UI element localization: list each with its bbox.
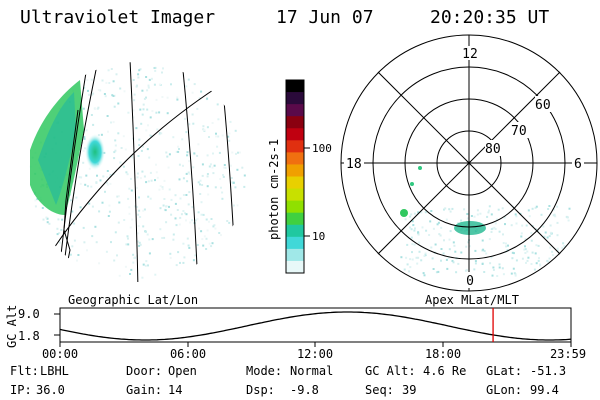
emission-spot (85, 134, 105, 170)
altitude-curve (59, 311, 572, 341)
mlt-label-0: 0 (466, 274, 474, 289)
colorbar-swatch (286, 260, 304, 274)
info-gain-key: Gain: (126, 383, 163, 397)
colorbar-swatch (286, 176, 304, 190)
altitude-plot: 9.0 1.8 GC Alt 00:00 06:00 12:00 18:00 2… (5, 305, 586, 361)
colorbar-tick-100: 100 (312, 142, 332, 155)
info-flt-key: Flt: (10, 364, 39, 378)
time-label: 20:20:35 UT (430, 7, 550, 28)
colorbar-swatch (286, 188, 304, 202)
alt-xtick-0600: 06:00 (170, 347, 206, 361)
apex-emission-speckle (400, 205, 571, 277)
alt-xtick-2359: 23:59 (550, 347, 586, 361)
lat-label-80: 80 (485, 142, 501, 157)
info-glon-key: GLon: (486, 383, 523, 397)
colorbar-swatch (286, 212, 304, 226)
info-seq-value: 39 (402, 383, 417, 397)
colorbar-swatch (286, 236, 304, 250)
colorbar-swatch (286, 152, 304, 165)
info-gain-value: 14 (168, 383, 183, 397)
apex-panel-label: Apex MLat/MLT (425, 293, 519, 307)
colorbar-swatch (286, 200, 304, 214)
info-door-value: Open (168, 364, 197, 378)
geo-panel-label: Geographic Lat/Lon (68, 293, 198, 307)
info-glat-key: GLat: (486, 364, 523, 378)
info-gcalt-key: GC Alt: (365, 364, 416, 378)
mlt-label-12: 12 (462, 47, 478, 62)
apex-spot-2 (410, 182, 414, 186)
alt-xtick-1200: 12:00 (297, 347, 333, 361)
info-door-key: Door: (126, 364, 163, 378)
date-label: 17 Jun 07 (276, 7, 374, 28)
lat-label-60: 60 (535, 98, 551, 113)
alt-ytick-1.8: 1.8 (18, 329, 40, 343)
colorbar-swatch (286, 140, 304, 153)
colorbar-swatch (286, 80, 304, 93)
colorbar: 100 10 photon cm-2s-1 (267, 79, 332, 274)
info-seq-key: Seq: (365, 383, 394, 397)
alt-ytick-9: 9.0 (18, 307, 40, 321)
apex-emission-spot (454, 221, 486, 235)
colorbar-tick-10: 10 (312, 230, 325, 243)
info-dsp-value: -9.8 (290, 383, 319, 397)
lat-label-70: 70 (511, 124, 527, 139)
auroral-band-inner (38, 92, 76, 205)
info-ip-value: 36.0 (36, 383, 65, 397)
app-title: Ultraviolet Imager (20, 7, 216, 28)
colorbar-swatch (286, 224, 304, 238)
info-glat-value: -51.3 (530, 364, 567, 378)
info-gcalt-value: 4.6 Re (423, 364, 467, 378)
info-dsp-key: Dsp: (246, 383, 275, 397)
alt-ylabel: GC Alt (5, 305, 19, 348)
info-glon-value: 99.4 (530, 383, 559, 397)
mlt-label-6: 6 (574, 157, 582, 172)
colorbar-swatch (286, 248, 304, 262)
info-flt-value: LBHL (40, 364, 69, 378)
apex-spot-3 (418, 166, 422, 170)
colorbar-label: photon cm-2s-1 (267, 139, 281, 240)
geographic-map (27, 62, 247, 282)
colorbar-swatch (286, 116, 304, 129)
colorbar-swatch (286, 92, 304, 105)
info-mode-key: Mode: (246, 364, 283, 378)
apex-polar-plot: 12 60 70 80 18 6 0 (340, 34, 598, 292)
colorbar-swatch (286, 104, 304, 117)
colorbar-swatch (286, 164, 304, 177)
alt-xtick-1800: 18:00 (425, 347, 461, 361)
coastline-east (231, 229, 243, 271)
info-ip-key: IP: (10, 383, 32, 397)
colorbar-swatch (286, 128, 304, 141)
alt-xtick-0000: 00:00 (42, 347, 78, 361)
mlt-label-18: 18 (346, 157, 362, 172)
info-mode-value: Normal (290, 364, 334, 378)
apex-spot-1 (400, 209, 408, 217)
